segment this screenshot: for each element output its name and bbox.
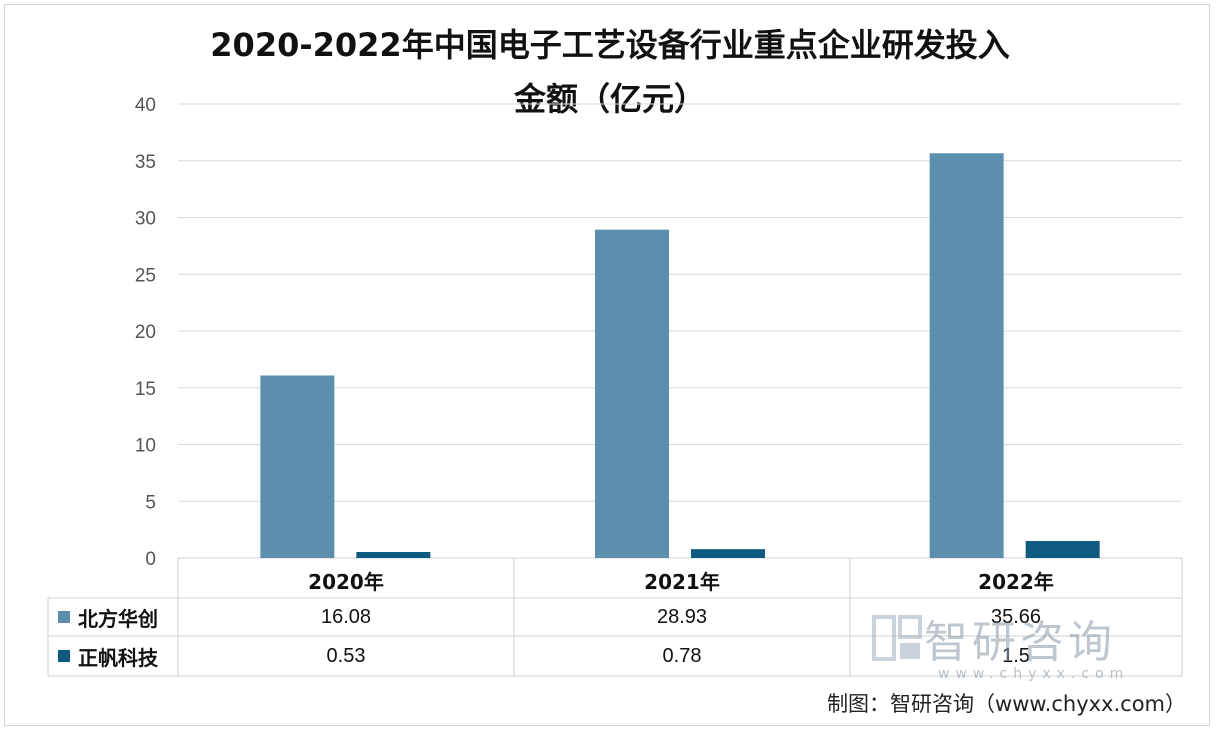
chart-frame [4,4,1210,726]
watermark-url: www.chyxx.com [938,666,1130,682]
y-tick-label-15: 15 [135,379,156,400]
table-header-2020: 2020年 [308,569,384,594]
legend-label-series-1: 北方华创 [78,606,158,631]
bar-series-2-2 [691,549,765,558]
y-tick-label-10: 10 [135,436,156,457]
watermark-logo-icon [872,615,922,661]
bar-series-1-2 [595,229,669,558]
y-tick-label-30: 30 [135,209,156,230]
bar-series-1-1 [260,375,335,558]
legend-series-2: 正帆科技 [48,636,178,676]
y-tick-label-25: 25 [135,265,156,286]
legend-series-1: 北方华创 [48,598,178,636]
table-value-s2-2022: 1.5 [1002,644,1030,667]
table-value-s2-2020: 0.53 [326,644,366,667]
legend-swatch-series-2 [58,650,70,662]
bar-series-2-3 [1025,540,1100,558]
table-header-2022: 2022年 [978,569,1054,594]
watermark-logo: 智研咨询 [870,606,1116,670]
y-tick-label-5: 5 [145,492,156,513]
y-tick-label-20: 20 [135,322,156,343]
y-tick-label-0: 0 [145,549,156,570]
legend-swatch-series-1 [58,611,70,623]
watermark-text: 智研咨询 [924,617,1116,668]
legend-label-series-2: 正帆科技 [78,645,158,670]
table-value-s1-2022: 35.66 [990,605,1042,628]
table-header-2021: 2021年 [644,569,720,594]
chart-title-line1: 2020-2022年中国电子工艺设备行业重点企业研发投入 [210,26,1010,64]
bar-series-1-3 [929,153,1004,558]
table-value-s1-2020: 16.08 [320,605,372,628]
y-tick-label-35: 35 [135,152,156,173]
bar-series-2-1 [356,551,431,558]
y-tick-label-40: 40 [135,95,156,116]
table-value-s2-2021: 0.78 [662,644,702,667]
table-value-s1-2021: 28.93 [656,605,708,628]
source-note: 制图：智研咨询（www.chyxx.com） [827,692,1186,716]
chart-title-line2: 金额（亿元） [513,80,706,118]
